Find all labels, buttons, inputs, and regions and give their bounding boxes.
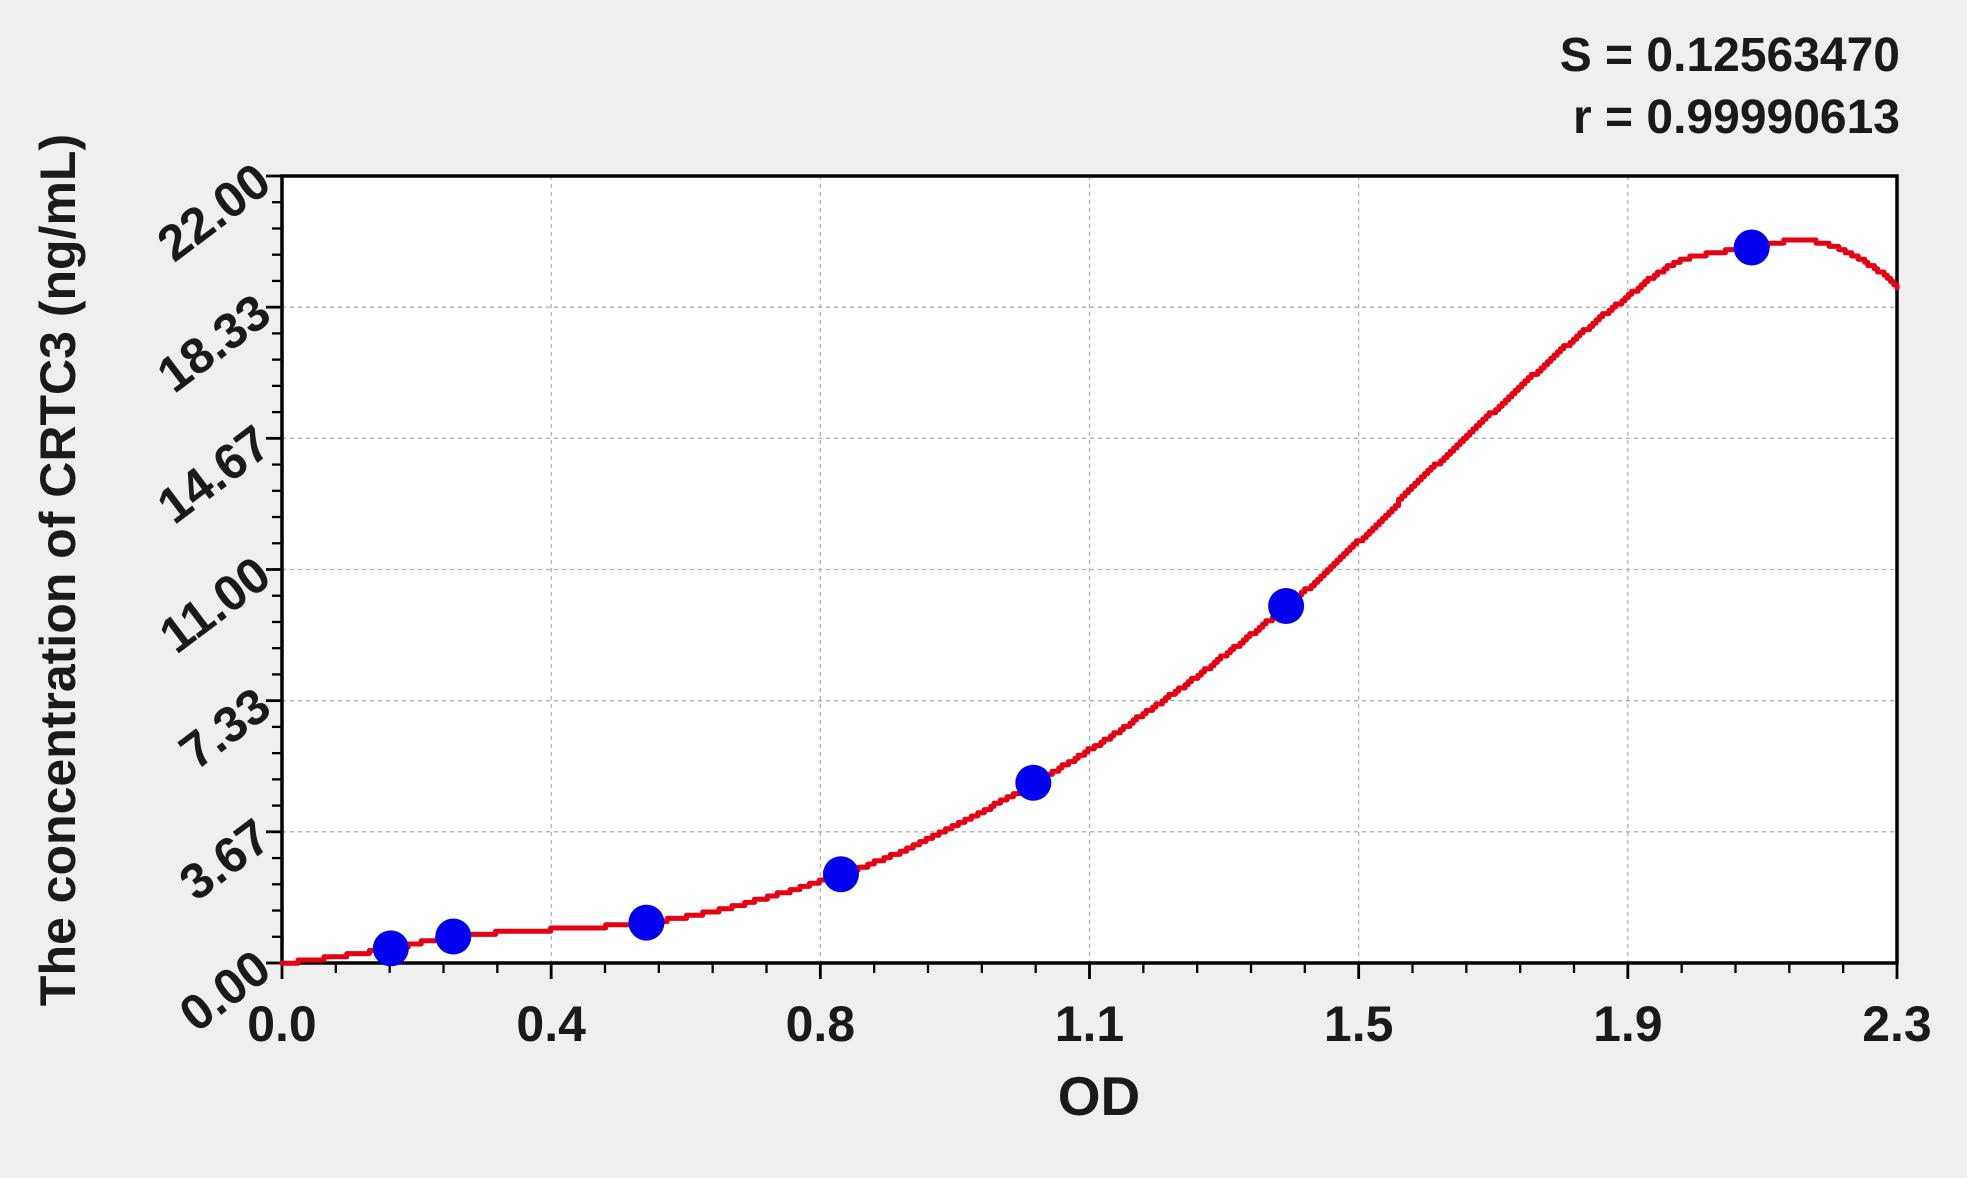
svg-text:1.1: 1.1 [1055, 996, 1125, 1052]
svg-text:0.4: 0.4 [516, 996, 586, 1052]
svg-text:0.0: 0.0 [247, 996, 317, 1052]
svg-text:0.8: 0.8 [786, 996, 856, 1052]
svg-text:1.9: 1.9 [1593, 996, 1663, 1052]
svg-text:1.5: 1.5 [1324, 996, 1394, 1052]
svg-text:2.3: 2.3 [1862, 996, 1932, 1052]
